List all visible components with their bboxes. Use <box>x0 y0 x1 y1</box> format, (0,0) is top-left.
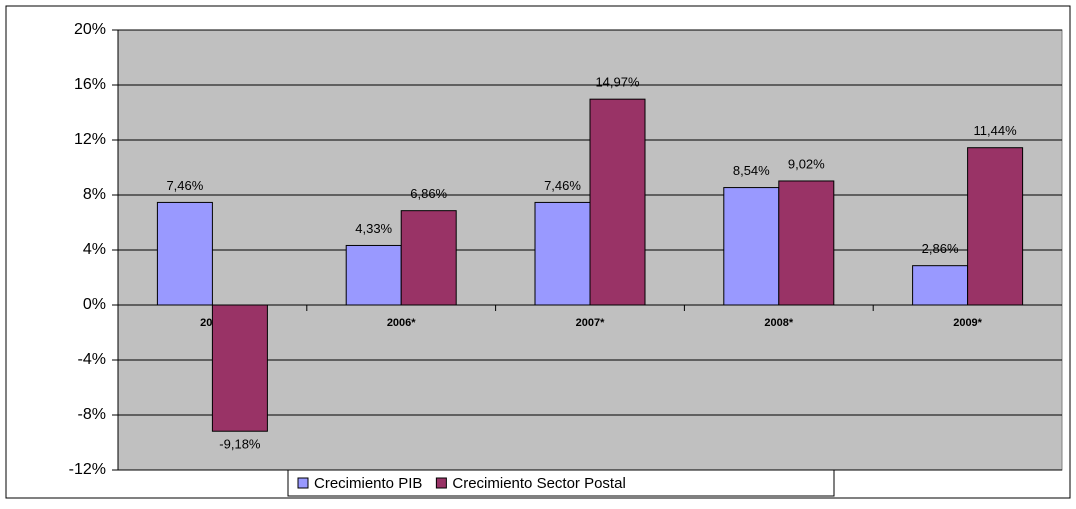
x-tick-label: 2006* <box>387 317 416 329</box>
data-label: 8,54% <box>733 163 770 178</box>
legend-box <box>287 469 835 497</box>
legend-label: Crecimiento PIB <box>314 475 422 492</box>
bar <box>345 244 402 306</box>
bar <box>778 180 835 306</box>
data-label: 9,02% <box>788 156 825 171</box>
legend-swatch <box>435 477 447 489</box>
data-label: 6,86% <box>410 186 447 201</box>
data-label: 2,86% <box>922 241 959 256</box>
bar <box>400 210 457 306</box>
data-label: 11,44% <box>974 123 1018 138</box>
y-tick-label: 0% <box>83 296 106 313</box>
bar <box>723 187 780 306</box>
bar <box>534 201 591 306</box>
y-tick-label: 4% <box>83 241 106 258</box>
x-tick-label: 2007* <box>576 317 605 329</box>
bar <box>589 98 646 306</box>
y-tick-label: 20% <box>74 21 106 38</box>
y-tick-label: 8% <box>83 186 106 203</box>
bar <box>211 304 268 432</box>
bar <box>912 265 969 306</box>
bar <box>967 147 1024 306</box>
y-tick-label: -4% <box>78 351 106 368</box>
x-tick-label: 2008* <box>764 317 793 329</box>
data-label: 14,97% <box>595 75 640 90</box>
y-tick-label: 16% <box>74 76 106 93</box>
y-tick-label: 12% <box>74 131 106 148</box>
data-label: 7,46% <box>544 178 581 193</box>
data-label: 7,46% <box>166 178 203 193</box>
y-tick-label: -8% <box>78 406 106 423</box>
data-label: -9,18% <box>219 437 261 452</box>
data-label: 4,33% <box>355 221 392 236</box>
legend-label: Crecimiento Sector Postal <box>452 475 625 492</box>
bar <box>156 201 213 306</box>
y-tick-label: -12% <box>69 461 106 478</box>
legend-swatch <box>297 477 309 489</box>
x-tick-label: 2009* <box>953 317 982 329</box>
